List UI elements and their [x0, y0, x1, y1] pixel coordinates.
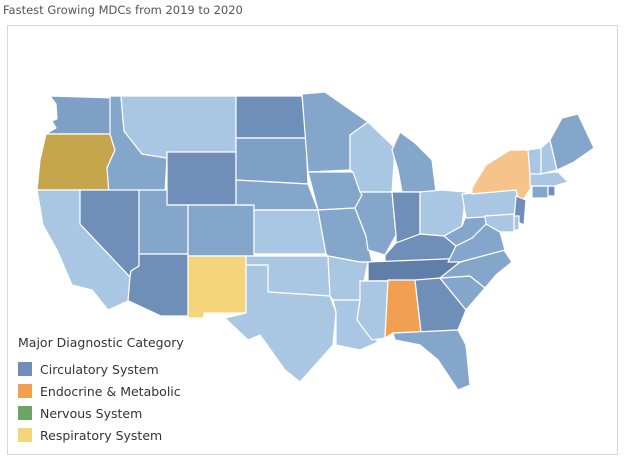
- legend-swatch: [18, 428, 32, 442]
- state-or[interactable]: [36, 133, 116, 191]
- state-co[interactable]: [187, 204, 255, 257]
- state-ks[interactable]: [253, 209, 327, 255]
- state-ne[interactable]: [235, 179, 319, 211]
- legend-item-endocrine[interactable]: Endocrine & Metabolic: [18, 380, 189, 402]
- state-ma[interactable]: [529, 171, 569, 187]
- state-ga[interactable]: [414, 277, 467, 333]
- legend-item-nervous[interactable]: Nervous System: [18, 402, 189, 424]
- legend-swatch: [18, 384, 32, 398]
- state-vt[interactable]: [527, 147, 542, 175]
- legend-swatch: [18, 362, 32, 376]
- legend-label: Respiratory System: [40, 427, 163, 443]
- state-mt[interactable]: [120, 95, 237, 159]
- legend-swatch: [18, 406, 32, 420]
- state-ri[interactable]: [547, 185, 556, 197]
- state-ia[interactable]: [307, 171, 363, 211]
- state-tx[interactable]: [224, 264, 337, 383]
- state-wy[interactable]: [166, 151, 237, 206]
- state-wa[interactable]: [45, 95, 118, 135]
- legend-label: Nervous System: [40, 405, 143, 421]
- legend-label: Circulatory System: [40, 361, 159, 377]
- legend-label: Endocrine & Metabolic: [40, 383, 181, 399]
- state-sd[interactable]: [235, 137, 309, 185]
- state-md[interactable]: [484, 213, 515, 233]
- legend-item-circulatory[interactable]: Circulatory System: [18, 358, 189, 380]
- state-wi[interactable]: [349, 121, 396, 193]
- chart-title: Fastest Growing MDCs from 2019 to 2020: [3, 3, 243, 17]
- legend: Major Diagnostic Category Circulatory Sy…: [14, 330, 189, 452]
- state-me[interactable]: [549, 113, 595, 171]
- state-de[interactable]: [513, 215, 520, 231]
- legend-title: Major Diagnostic Category: [18, 335, 184, 350]
- legend-item-respiratory[interactable]: Respiratory System: [18, 424, 189, 446]
- state-ct[interactable]: [531, 185, 549, 199]
- state-nd[interactable]: [235, 95, 307, 139]
- state-mi[interactable]: [391, 131, 437, 193]
- state-fl[interactable]: [392, 329, 471, 391]
- state-nc[interactable]: [439, 249, 513, 289]
- state-nm[interactable]: [187, 255, 247, 319]
- states-layer: [36, 91, 595, 391]
